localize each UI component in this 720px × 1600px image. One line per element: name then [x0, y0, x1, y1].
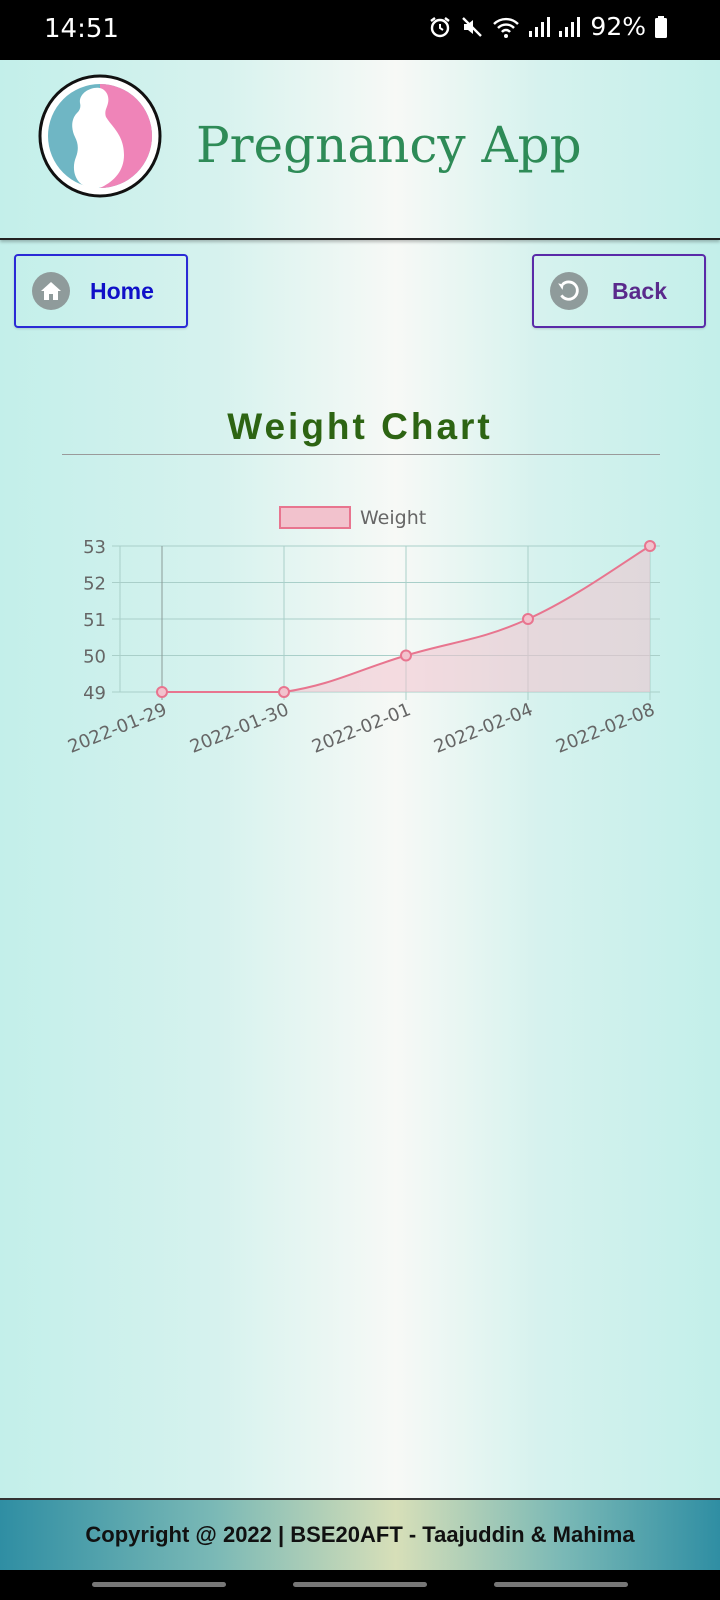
battery-icon [655, 15, 667, 38]
data-point [156, 686, 168, 698]
x-tick-label: 2022-02-04 [431, 699, 536, 758]
back-arrow-icon [550, 272, 588, 310]
nav-recents[interactable] [92, 1582, 226, 1587]
copyright-text: Copyright @ 2022 | BSE20AFT - Taajuddin … [85, 1522, 635, 1547]
alarm-icon [430, 16, 451, 37]
battery-percent: 92% [590, 12, 646, 41]
status-icons: 92% [428, 12, 668, 41]
y-tick-label: 49 [83, 683, 106, 704]
series-area [162, 546, 650, 692]
system-nav-bar [0, 1570, 720, 1600]
legend-label: Weight [360, 507, 426, 529]
signal-icon [529, 16, 551, 37]
nav-home[interactable] [293, 1582, 427, 1587]
y-tick-label: 52 [83, 574, 106, 595]
home-button-label: Home [90, 277, 154, 304]
data-point [522, 613, 534, 625]
nav-back[interactable] [494, 1582, 628, 1587]
app-title: Pregnancy App [196, 116, 582, 174]
home-button[interactable]: Home [14, 254, 188, 328]
status-bar: 14:51 92% [0, 0, 720, 60]
x-tick-label: 2022-02-08 [553, 699, 658, 758]
x-tick-label: 2022-02-01 [309, 699, 414, 758]
y-tick-label: 50 [83, 647, 106, 668]
title-divider [62, 454, 660, 455]
status-time: 14:51 [44, 14, 119, 44]
data-point [644, 540, 656, 552]
home-icon [32, 272, 70, 310]
app-header: Pregnancy App [0, 60, 720, 240]
data-point [278, 686, 290, 698]
signal-icon [559, 16, 581, 37]
weight-chart: Weight 49 50 51 52 53 2022-01-29 2022-01-30 2022… [65, 506, 660, 758]
page-title: Weight Chart [227, 406, 493, 447]
legend-swatch [279, 506, 351, 529]
back-button[interactable]: Back [532, 254, 706, 328]
wifi-icon [493, 17, 520, 38]
y-tick-label: 51 [83, 610, 106, 631]
x-tick-label: 2022-01-29 [65, 699, 170, 758]
x-tick-label: 2022-01-30 [187, 699, 292, 758]
pregnant-woman-logo [38, 74, 162, 198]
back-button-label: Back [612, 277, 667, 304]
y-tick-label: 53 [83, 537, 106, 558]
mute-icon [462, 16, 483, 37]
data-point [400, 649, 412, 662]
footer: Copyright @ 2022 | BSE20AFT - Taajuddin … [0, 1498, 720, 1570]
